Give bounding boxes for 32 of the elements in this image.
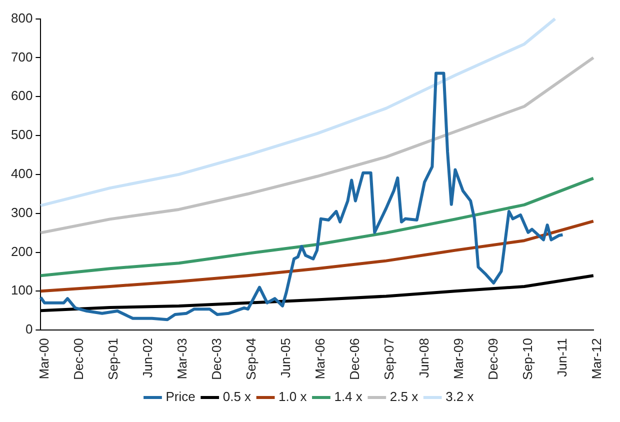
x-tick-label: Mar-03 xyxy=(174,338,190,380)
x-tick-label: Dec-03 xyxy=(208,338,224,380)
y-tick-label: 0 xyxy=(25,322,33,337)
x-tick-label: Jun-02 xyxy=(140,338,155,378)
legend-label: 3.2 x xyxy=(446,389,474,404)
x-tick-label: Sep-01 xyxy=(105,338,120,380)
x-tick-label: Mar-06 xyxy=(312,338,328,380)
x-tick-label: Sep-07 xyxy=(382,338,397,380)
legend-label: 0.5 x xyxy=(222,389,252,404)
y-tick-label: 400 xyxy=(10,166,33,182)
y-tick-label: 500 xyxy=(10,127,33,142)
x-tick-label: Dec-09 xyxy=(485,338,500,380)
x-tick-label: Jun-05 xyxy=(278,338,294,378)
legend-label: 2.5 x xyxy=(390,389,419,404)
x-tick-label: Jun-08 xyxy=(416,338,432,378)
y-tick-label: 300 xyxy=(10,204,33,220)
x-tick-label: Mar-12 xyxy=(588,338,604,380)
y-tick-label: 800 xyxy=(10,10,33,26)
x-tick-label: Jun-11 xyxy=(554,338,570,377)
x-tick-label: Sep-10 xyxy=(520,338,535,380)
legend-label: 1.4 x xyxy=(334,389,363,404)
legend-label: 1.0 x xyxy=(278,389,308,404)
x-tick-label: Sep-04 xyxy=(244,338,259,380)
y-tick-label: 700 xyxy=(10,49,33,64)
x-tick-label: Mar-00 xyxy=(36,338,52,380)
y-tick-label: 100 xyxy=(10,282,33,298)
x-tick-label: Dec-06 xyxy=(347,338,362,380)
x-tick-label: Dec-00 xyxy=(70,338,86,380)
x-tick-label: Mar-09 xyxy=(450,338,466,380)
y-tick-label: 600 xyxy=(10,88,33,104)
y-tick-label: 200 xyxy=(10,244,33,259)
legend-label: Price xyxy=(166,389,196,404)
